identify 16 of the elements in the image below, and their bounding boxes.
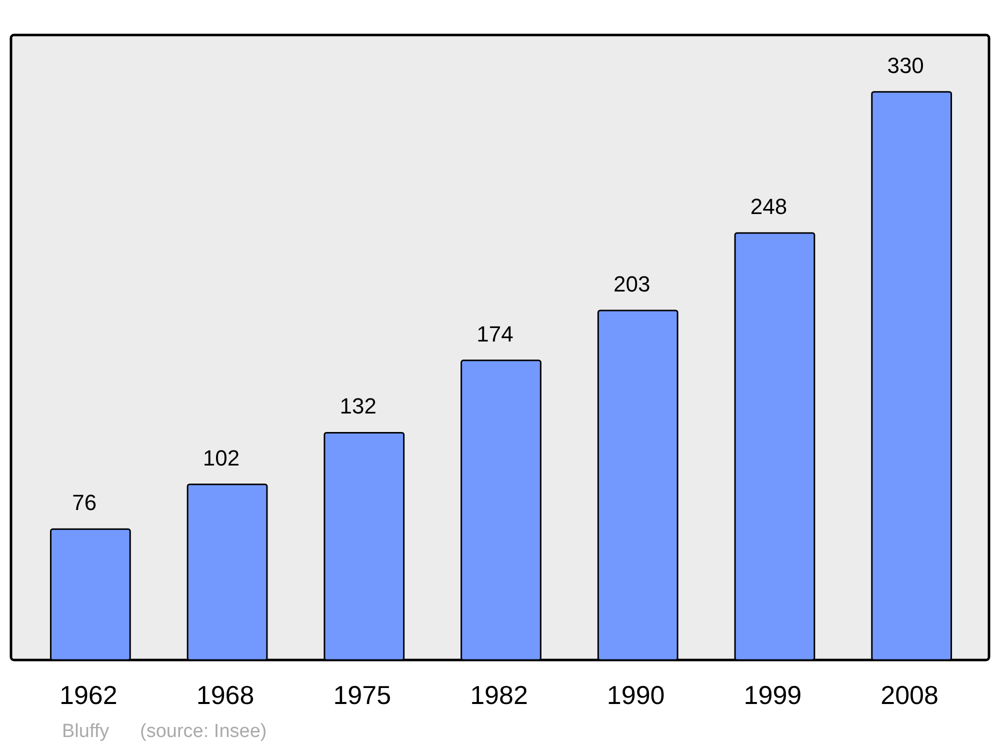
- x-tick-label: 1982: [470, 680, 528, 710]
- x-tick-label: 1968: [196, 680, 254, 710]
- x-tick-label: 1962: [60, 680, 118, 710]
- data-label: 76: [72, 490, 97, 516]
- data-label: 248: [750, 194, 788, 220]
- text: Bluffy: [62, 721, 110, 742]
- data-label: 102: [202, 445, 240, 470]
- x-tick-label: 1999: [744, 680, 802, 710]
- data-label: 132: [340, 394, 376, 419]
- data-label: 174: [476, 321, 514, 346]
- x-tick-label: 2008: [880, 680, 938, 710]
- x-tick-label: 1990: [606, 680, 665, 710]
- x-tick-label: 1975: [333, 680, 392, 710]
- text: (source: Insee): [140, 721, 267, 742]
- data-label: 203: [614, 271, 650, 296]
- data-label: 330: [887, 52, 924, 78]
